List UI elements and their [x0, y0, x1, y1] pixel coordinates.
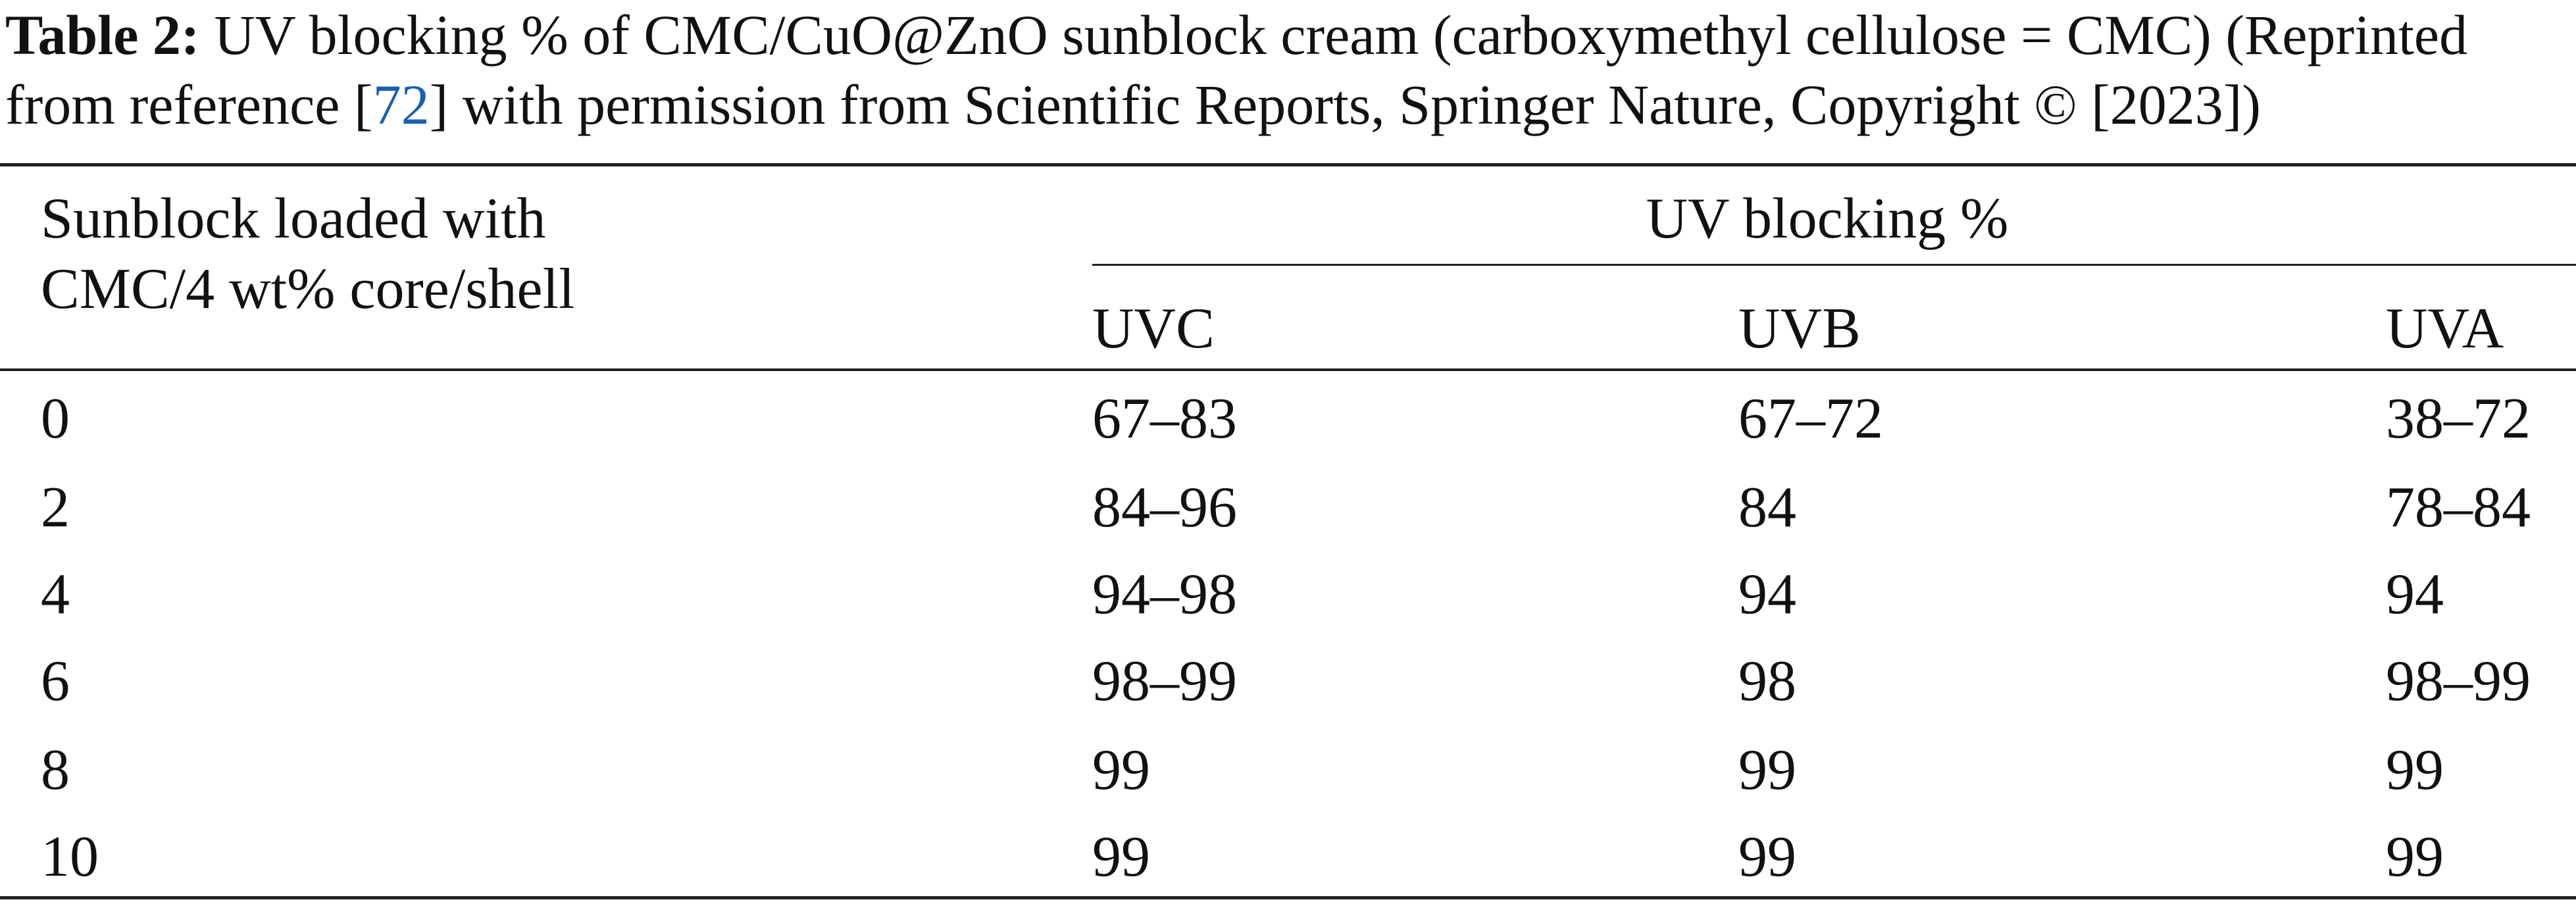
table-cell: 98–99: [2386, 649, 2531, 713]
group-header: UV blocking %: [1646, 187, 2009, 251]
row-label: 10: [41, 825, 99, 889]
row-header: CMC/4 wt% core/shell: [41, 257, 575, 321]
row-label: 4: [41, 563, 70, 626]
column-header: UVC: [1092, 297, 1215, 361]
row-label: 8: [41, 738, 70, 802]
table-cell: 99: [1738, 825, 1796, 889]
caption-text: UV blocking % of CMC/CuO@ZnO sunblock cr…: [5, 3, 2468, 136]
row-label: 2: [41, 476, 70, 540]
caption: Table 2: UV blocking % of CMC/CuO@ZnO sun…: [5, 0, 2571, 139]
table-cell: 99: [1092, 738, 1150, 802]
caption-text: ] with permission from Scientific Report…: [429, 73, 2261, 136]
column-header: UVB: [1738, 297, 1861, 361]
bottom-rule: [0, 896, 2576, 899]
row-header: Sunblock loaded with: [41, 187, 546, 251]
table-cell: 98: [1738, 649, 1796, 713]
table-cell: 94: [2386, 563, 2444, 626]
table-cell: 67–83: [1092, 387, 1237, 451]
caption-label: Table 2:: [5, 3, 200, 66]
reference-link[interactable]: 72: [372, 73, 430, 136]
table-cell: 99: [2386, 738, 2444, 802]
table-cell: 67–72: [1738, 387, 1883, 451]
table-cell: 84: [1738, 476, 1796, 540]
group-rule: [1092, 264, 2576, 266]
row-label: 6: [41, 649, 70, 713]
row-label: 0: [41, 387, 70, 451]
column-header: UVA: [2386, 297, 2504, 361]
table-cell: 99: [2386, 825, 2444, 889]
table-cell: 38–72: [2386, 387, 2531, 451]
table-cell: 94: [1738, 563, 1796, 626]
table-cell: 99: [1738, 738, 1796, 802]
table-cell: 99: [1092, 825, 1150, 889]
table-cell: 84–96: [1092, 476, 1237, 540]
table-cell: 94–98: [1092, 563, 1237, 626]
top-rule: [0, 163, 2576, 166]
header-rule: [0, 368, 2576, 371]
table-cell: 78–84: [2386, 476, 2531, 540]
table-cell: 98–99: [1092, 649, 1237, 713]
